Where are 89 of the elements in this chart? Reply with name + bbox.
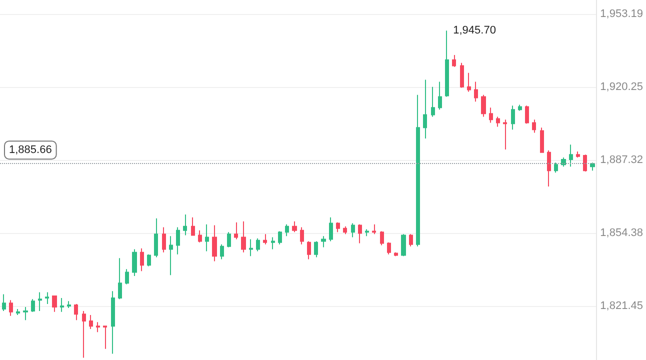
candlestick <box>481 94 486 118</box>
y-tick-label: 1,920.25 <box>600 80 644 93</box>
candlestick <box>162 226 166 253</box>
candlestick <box>16 308 20 316</box>
candlestick <box>60 297 64 312</box>
candlestick <box>460 62 464 88</box>
candlestick <box>2 294 6 312</box>
candlestick <box>140 248 144 272</box>
candlestick <box>256 238 260 252</box>
candlestick <box>372 224 376 235</box>
candlestick <box>336 222 340 233</box>
candlestick <box>176 226 180 255</box>
candlestick <box>518 104 522 112</box>
candlestick <box>569 144 573 168</box>
candlestick <box>278 230 282 245</box>
candlestick <box>103 326 107 350</box>
candlestick <box>358 224 362 244</box>
candlestick <box>300 226 304 245</box>
y-tick-label: 1,953.19 <box>600 8 644 20</box>
candlestick <box>52 295 57 312</box>
candlestick <box>554 162 558 174</box>
candlestick <box>154 218 158 258</box>
candlestick <box>96 322 100 333</box>
candlestick <box>45 292 49 304</box>
y-tick-label: 1,854.38 <box>600 226 644 239</box>
candlestick <box>401 234 406 257</box>
candlestick <box>23 306 28 321</box>
candlestick <box>234 222 238 240</box>
candlestick <box>547 150 551 188</box>
candlestick <box>416 94 420 247</box>
candlestick <box>285 224 289 237</box>
candlestick <box>111 290 115 354</box>
candlestick <box>525 105 529 124</box>
candlestick <box>67 300 71 308</box>
candlestick <box>343 226 347 235</box>
candlestick <box>132 248 137 277</box>
candlestick <box>431 86 435 118</box>
candlestick <box>191 216 195 236</box>
candlestick <box>271 236 275 250</box>
candlestick <box>474 81 478 102</box>
candlestick <box>220 244 224 260</box>
candlestick <box>292 220 297 233</box>
candlestick <box>147 254 151 267</box>
y-tick-label: 1,821.45 <box>600 300 644 312</box>
candlestick <box>351 222 355 238</box>
candlestick <box>489 107 493 124</box>
candlestick <box>583 154 587 172</box>
candlestick <box>31 298 35 312</box>
candlestick <box>561 157 566 168</box>
candlestick <box>307 240 311 260</box>
candlestick <box>511 105 515 130</box>
candlestick <box>169 236 173 276</box>
candlestick <box>496 116 500 128</box>
candlestick <box>445 30 449 98</box>
y-tick-label: 1,887.32 <box>600 154 644 166</box>
candlestick <box>38 292 42 312</box>
candlestick <box>263 234 267 245</box>
candlestick <box>9 300 13 316</box>
candlestick <box>503 119 507 150</box>
candlestick <box>590 162 595 172</box>
candlestick <box>423 79 427 139</box>
candlestick <box>82 310 86 358</box>
candlestick <box>467 72 471 92</box>
candlestick <box>241 220 246 253</box>
annotation: 1,945.70 <box>453 24 496 37</box>
candlestick <box>125 268 129 285</box>
candlestick <box>365 228 369 237</box>
candlestick <box>205 224 209 252</box>
candlestick <box>321 236 326 248</box>
candlestick <box>212 224 217 262</box>
candlestick <box>540 127 544 153</box>
candlestick <box>89 314 93 330</box>
candlestick <box>576 151 580 158</box>
candlestick <box>249 238 253 257</box>
candlestick <box>118 258 122 300</box>
candlestick <box>329 216 333 242</box>
candlestick <box>387 242 391 255</box>
candlestick <box>438 81 442 110</box>
candlestick <box>74 303 78 321</box>
candlestick <box>532 119 536 134</box>
candlestick <box>380 230 384 246</box>
candlestick <box>314 240 318 258</box>
ref-line-label: 1,885.66 <box>9 144 52 156</box>
candlestick <box>183 214 187 236</box>
candlestick <box>452 54 456 68</box>
candlestick <box>227 232 231 248</box>
candlestick <box>198 230 202 243</box>
candlestick <box>409 234 413 247</box>
candlestick <box>394 252 398 257</box>
